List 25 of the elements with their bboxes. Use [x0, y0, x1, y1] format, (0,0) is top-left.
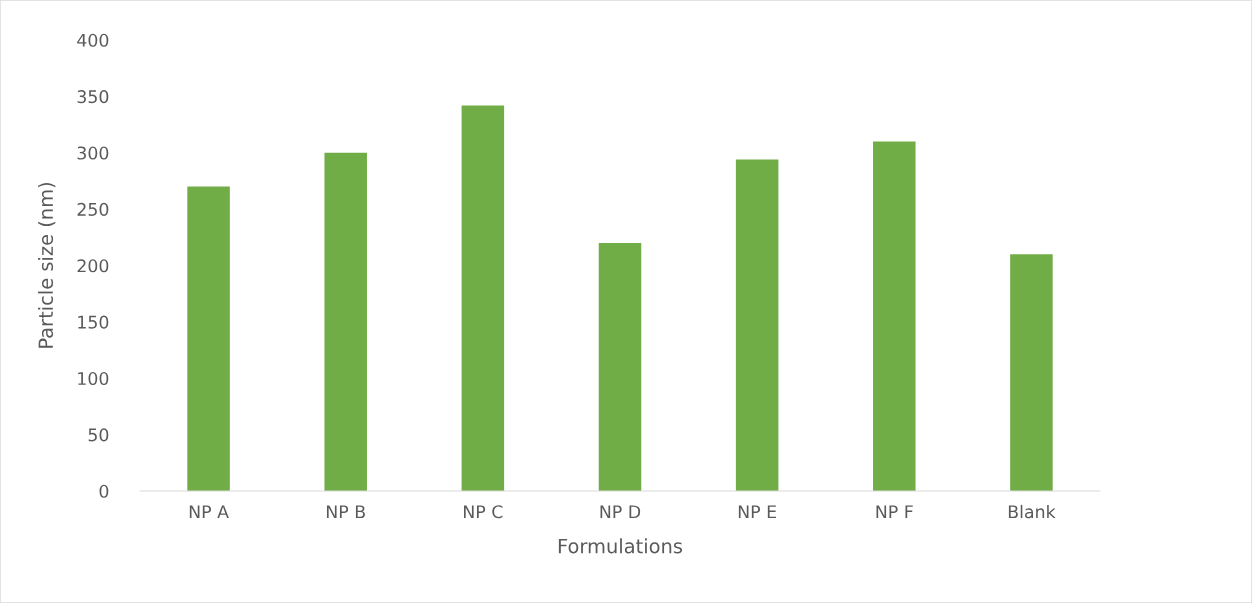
y-tick-label: 250 — [77, 202, 109, 216]
bar — [1010, 254, 1053, 491]
y-tick-label: 350 — [77, 90, 109, 104]
y-axis-title: Particle size (nm) — [38, 183, 56, 348]
bar — [873, 141, 916, 491]
y-tick-label: 50 — [88, 428, 109, 442]
y-tick-label: 400 — [77, 33, 109, 47]
x-tick-label: NP C — [464, 505, 503, 519]
y-tick-label: 150 — [78, 315, 109, 329]
y-tick-label: 200 — [77, 259, 109, 273]
y-tick-label: 300 — [77, 146, 109, 160]
bar — [735, 159, 779, 491]
x-axis-title: Formulations — [558, 538, 683, 554]
bar — [324, 152, 367, 491]
bar — [187, 186, 230, 491]
bar — [598, 242, 642, 491]
x-tick-label: NP D — [600, 505, 641, 519]
x-tick-label: NP B — [326, 505, 365, 519]
x-tick-label: NP E — [738, 505, 776, 519]
y-tick-label: 0 — [99, 484, 109, 498]
x-tick-label: NP A — [189, 505, 229, 519]
x-tick-label: NP F — [876, 505, 913, 519]
bar — [461, 105, 505, 491]
x-tick-label: Blank — [1008, 504, 1056, 519]
y-tick-label: 100 — [78, 371, 109, 386]
